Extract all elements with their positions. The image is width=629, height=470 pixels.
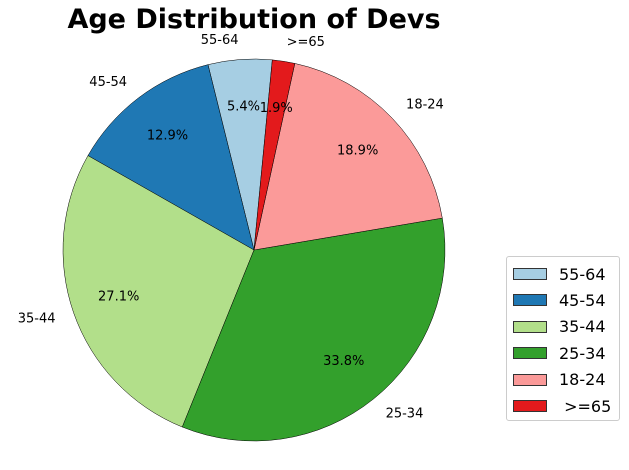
pie-slice-35-44: [62, 155, 255, 428]
pct-label-35-44: 27.1%: [98, 290, 139, 305]
category-label-45-54: 45-54: [89, 75, 127, 90]
pie-slice-18-24: [253, 63, 443, 251]
legend-swatch: [513, 400, 547, 412]
pie-slice-25-34: [181, 217, 446, 442]
pct-label-45-54: 12.9%: [147, 128, 188, 143]
category-label-18-24: 18-24: [406, 98, 444, 113]
legend-label: >=65: [559, 396, 612, 416]
legend-label: 45-54: [559, 290, 606, 310]
pct-label->=65: 1.9%: [260, 101, 293, 116]
category-label-25-34: 25-34: [386, 406, 424, 421]
legend-item-55-64: 55-64: [513, 264, 606, 284]
category-label-55-64: 55-64: [201, 33, 239, 48]
legend-item->=65: >=65: [513, 396, 611, 416]
legend-swatch: [513, 373, 547, 386]
category-label-35-44: 35-44: [18, 311, 56, 326]
legend-item-45-54: 45-54: [513, 290, 606, 310]
legend-label: 55-64: [559, 264, 606, 284]
legend-item-25-34: 25-34: [513, 343, 606, 363]
legend-swatch: [513, 294, 547, 307]
legend-label: 35-44: [559, 317, 606, 337]
pie-slice-45-54: [87, 64, 255, 251]
pct-label-25-34: 33.8%: [323, 354, 364, 369]
pct-label-18-24: 18.9%: [337, 144, 378, 159]
category-label->=65: >=65: [287, 35, 325, 50]
legend-item-35-44: 35-44: [513, 317, 606, 337]
chart-title: Age Distribution of Devs: [67, 4, 441, 35]
legend-label: 25-34: [559, 343, 606, 363]
pie-slice->=65: [253, 59, 296, 251]
chart-legend: 55-64 45-54 35-44 25-34 18-24 >=65: [506, 256, 620, 421]
legend-item-18-24: 18-24: [513, 370, 606, 390]
legend-label: 18-24: [559, 370, 606, 390]
legend-swatch: [513, 320, 547, 333]
pct-label-55-64: 5.4%: [227, 100, 260, 115]
legend-swatch: [513, 268, 547, 280]
legend-swatch: [513, 347, 547, 360]
